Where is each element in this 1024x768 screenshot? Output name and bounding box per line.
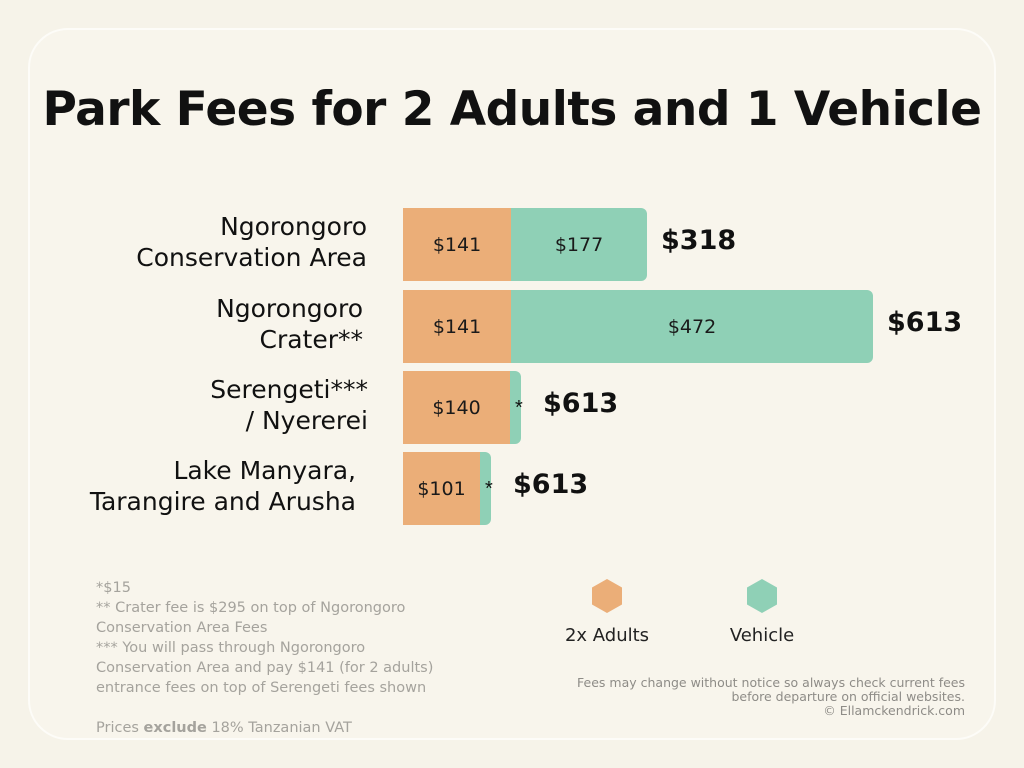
footnotes: *$15 ** Crater fee is $295 on top of Ngo…	[96, 578, 433, 738]
vehicle-footnote-marker: *	[515, 397, 523, 419]
bar-vehicle	[480, 452, 491, 525]
legend-label: Vehicle	[729, 625, 795, 646]
hexagon-icon	[592, 579, 622, 613]
bar-adults: $141	[403, 208, 511, 281]
vat-note: Prices exclude 18% Tanzanian VAT	[96, 720, 352, 736]
vat-note-bold: exclude	[143, 720, 207, 736]
legend-label: 2x Adults	[564, 625, 650, 646]
footnote-line: Conservation Area Fees	[96, 620, 268, 636]
chart-title: Park Fees for 2 Adults and 1 Vehicle	[42, 82, 982, 137]
footnote-line: entrance fees on top of Serengeti fees s…	[96, 680, 427, 696]
bar-adults: $141	[403, 290, 511, 363]
category-label: Serengeti*** / Nyererei	[210, 375, 368, 435]
disclaimer: Fees may change without notice so always…	[577, 675, 965, 718]
vehicle-footnote-marker: *	[485, 478, 493, 500]
footnote-line: *$15	[96, 580, 131, 596]
category-label: Ngorongoro Conservation Area	[136, 212, 367, 272]
footnote-line: *** You will pass through Ngorongoro	[96, 640, 366, 656]
category-label: Lake Manyara, Tarangire and Arusha	[89, 456, 356, 516]
bar-vehicle: $177	[511, 208, 647, 281]
bar-vehicle: $472	[511, 290, 873, 363]
bar-total-label: $613	[887, 307, 963, 338]
bar-vehicle	[510, 371, 521, 444]
legend-item-adults: 2x Adults	[537, 579, 677, 646]
bar-adults: $101	[403, 452, 480, 525]
legend-item-vehicle: Vehicle	[692, 579, 832, 646]
category-label: Ngorongoro Crater**	[216, 294, 363, 354]
bar-total-label: $613	[543, 388, 619, 419]
footnote-line: ** Crater fee is $295 on top of Ngorongo…	[96, 600, 406, 616]
bar-adults: $140	[403, 371, 510, 444]
footnote-line: Conservation Area and pay $141 (for 2 ad…	[96, 660, 434, 676]
hexagon-icon	[747, 579, 777, 613]
bar-total-label: $318	[661, 225, 737, 256]
bar-total-label: $613	[513, 469, 589, 500]
